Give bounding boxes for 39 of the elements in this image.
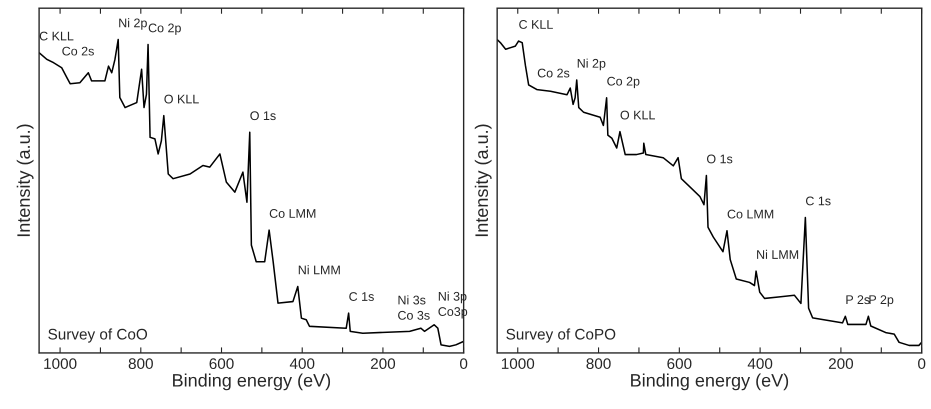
annotation: Co 2s [62, 46, 94, 56]
x-axis-title: Binding energy (eV) [173, 373, 330, 390]
annotation: Survey of CoPO [506, 328, 616, 343]
annotation: O 1s [250, 111, 276, 120]
x-tick-label: 600 [210, 358, 234, 370]
annotation: Co 2p [148, 23, 181, 35]
x-tick-label: 1000 [502, 358, 534, 370]
x-axis-title: Binding energy (eV) [631, 373, 788, 390]
x-tick-label: 200 [828, 358, 854, 370]
y-axis-title: Intensity (a.u.) [474, 124, 492, 236]
annotation: Ni LMM [757, 250, 798, 259]
x-tick-label: 200 [370, 358, 396, 370]
annotation: P 2s [846, 295, 870, 304]
annotation: Ni 2p [578, 58, 606, 70]
annotation: P 2p [869, 295, 894, 307]
annotation: Co LMM [728, 210, 774, 219]
x-tick-label: 1000 [44, 358, 76, 370]
x-tick-label: 400 [748, 358, 772, 370]
annotation: C 1s [349, 292, 374, 301]
annotation: Survey of CoO [48, 328, 148, 343]
annotation: C KLL [519, 20, 553, 29]
annotation: Ni 2p [119, 18, 147, 30]
annotation: Ni LMM [298, 265, 340, 274]
annotation: Co LMM [270, 209, 316, 218]
x-tick-label: 800 [586, 358, 611, 370]
x-tick-label: 0 [460, 358, 468, 370]
annotation: Co 3s [398, 310, 430, 320]
annotation: C 1s [806, 196, 831, 206]
annotation: O KLL [620, 110, 655, 120]
annotation: O 1s [706, 154, 732, 164]
annotation: Co 2s [538, 68, 570, 78]
x-tick-label: 0 [918, 358, 926, 370]
y-axis-title: Intensity (a.u.) [16, 124, 34, 236]
x-tick-label: 400 [290, 358, 314, 370]
annotation: O KLL [164, 94, 199, 104]
annotation: Co 2p [607, 76, 640, 88]
x-tick-label: 800 [128, 358, 153, 370]
x-tick-label: 600 [667, 358, 692, 370]
annotation: Ni 3s [398, 295, 426, 304]
